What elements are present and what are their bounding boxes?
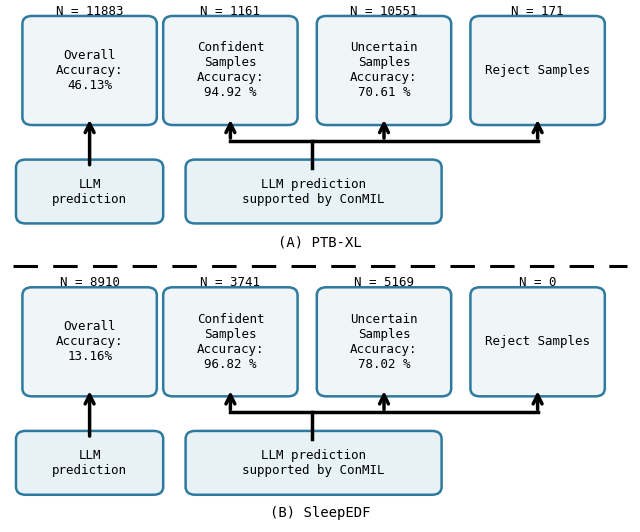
FancyBboxPatch shape (22, 287, 157, 396)
Text: Uncertain
Samples
Accuracy:
78.02 %: Uncertain Samples Accuracy: 78.02 % (350, 313, 418, 371)
FancyBboxPatch shape (163, 287, 298, 396)
Text: LLM
prediction: LLM prediction (52, 449, 127, 477)
Text: Uncertain
Samples
Accuracy:
70.61 %: Uncertain Samples Accuracy: 70.61 % (350, 41, 418, 99)
Text: N = 3741: N = 3741 (200, 276, 260, 289)
Text: N = 171: N = 171 (511, 5, 564, 18)
Text: LLM prediction
supported by ConMIL: LLM prediction supported by ConMIL (243, 449, 385, 477)
Text: N = 11883: N = 11883 (56, 5, 124, 18)
Text: (A) PTB-XL: (A) PTB-XL (278, 235, 362, 249)
Text: LLM
prediction: LLM prediction (52, 178, 127, 205)
FancyBboxPatch shape (470, 16, 605, 125)
FancyBboxPatch shape (22, 16, 157, 125)
Text: Confident
Samples
Accuracy:
94.92 %: Confident Samples Accuracy: 94.92 % (196, 41, 264, 99)
FancyBboxPatch shape (470, 287, 605, 396)
FancyBboxPatch shape (16, 431, 163, 495)
Text: N = 0: N = 0 (519, 276, 556, 289)
Text: Confident
Samples
Accuracy:
96.82 %: Confident Samples Accuracy: 96.82 % (196, 313, 264, 371)
Text: Overall
Accuracy:
46.13%: Overall Accuracy: 46.13% (56, 49, 124, 92)
Text: Reject Samples: Reject Samples (485, 64, 590, 77)
FancyBboxPatch shape (163, 16, 298, 125)
FancyBboxPatch shape (186, 431, 442, 495)
Text: N = 1161: N = 1161 (200, 5, 260, 18)
Text: N = 10551: N = 10551 (350, 5, 418, 18)
FancyBboxPatch shape (186, 160, 442, 223)
FancyBboxPatch shape (317, 16, 451, 125)
Text: Reject Samples: Reject Samples (485, 335, 590, 348)
Text: (B) SleepEDF: (B) SleepEDF (269, 506, 371, 520)
Text: Overall
Accuracy:
13.16%: Overall Accuracy: 13.16% (56, 320, 124, 363)
FancyBboxPatch shape (317, 287, 451, 396)
FancyBboxPatch shape (16, 160, 163, 223)
Text: LLM prediction
supported by ConMIL: LLM prediction supported by ConMIL (243, 178, 385, 205)
Text: N = 5169: N = 5169 (354, 276, 414, 289)
Text: N = 8910: N = 8910 (60, 276, 120, 289)
